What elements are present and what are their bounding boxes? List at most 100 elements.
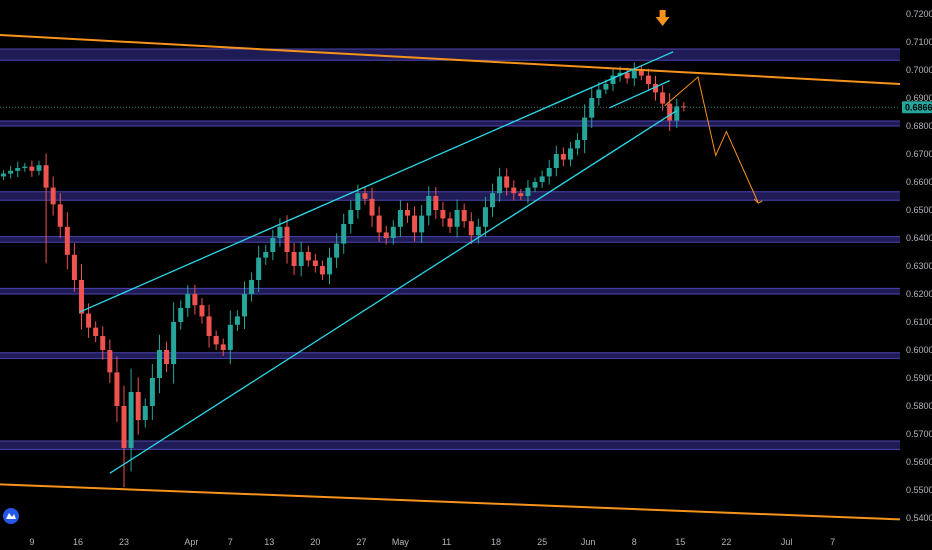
candle-body [440,210,446,219]
x-tick-label: 25 [537,537,547,547]
candle-body [539,176,545,182]
candle-body [681,106,687,108]
candle-body [603,84,609,90]
candle-body [589,98,595,118]
price-zone-0 [0,49,900,61]
candle-body [234,316,240,325]
channel-lower [109,110,678,474]
candle-body [412,215,418,233]
candle-body [241,294,247,317]
candle-body [312,260,318,266]
channel-upper [79,51,674,313]
candle-body [341,224,347,244]
candle-body [653,84,659,93]
candle-body [121,406,127,448]
down-arrow-icon [655,10,670,26]
current-price-badge: 0.68668 [902,101,932,114]
drawn-lines [0,10,901,521]
candle-body [454,210,460,227]
candle-body [504,176,510,188]
price-zone-6 [0,441,900,450]
candle-body [546,168,552,177]
candle-body [305,252,311,261]
candle-body [390,226,396,238]
candle-body [171,322,177,364]
x-tick-label: 16 [73,537,83,547]
candle-body [142,406,148,420]
candle-body [128,392,134,448]
x-tick-label: 20 [310,537,320,547]
candle-body [164,350,170,364]
x-tick-label: Apr [184,537,198,547]
candle-body [263,252,269,258]
candle-body [567,148,573,160]
candle-body [348,210,354,224]
candle-body [284,226,290,252]
candle-body [64,226,70,255]
time-axis[interactable]: 9 16 23 Apr 7 13 20 27 May 11 18 25 Jun 8 15 22 Jul 7 [29,537,835,547]
candle-body [355,193,361,210]
candle-body [490,193,496,208]
candle-body [497,176,503,194]
x-tick-label: Jun [581,537,596,547]
candle-body [107,350,113,373]
candle-body [29,166,35,171]
candle-body [660,92,666,104]
candle-body [518,193,524,196]
candle-body [447,218,453,227]
tradingview-logo-icon[interactable] [3,508,19,524]
candle-body [220,344,226,350]
candle-body [135,392,141,420]
x-tick-label: 23 [119,537,129,547]
candle-body [199,305,205,317]
candle-body [369,198,375,216]
candle-body [206,316,212,336]
x-tick-label: 9 [29,537,34,547]
candle-body [192,294,198,306]
candle-body [156,350,162,378]
candle-body [511,187,517,194]
upper-trendline [0,34,901,85]
x-tick-label: 15 [675,537,685,547]
support-resistance-zones [0,48,900,450]
price-zone-2 [0,191,900,201]
lower-trendline [0,483,901,521]
candle-body [36,165,42,171]
candle-body [426,196,432,216]
candlesticks [1,62,687,488]
x-tick-label: 7 [830,537,835,547]
x-tick-label: 11 [442,537,451,547]
candle-body [532,182,538,188]
projection-path [664,76,759,204]
candle-body [298,252,304,266]
x-tick-label: 13 [264,537,274,547]
candle-body [319,266,325,275]
flag-line [609,80,670,109]
price-zone-3 [0,236,900,243]
candle-body [575,140,581,149]
candle-body [433,196,439,210]
candle-body [362,193,368,199]
candle-body [1,173,7,177]
candle-body [560,154,566,160]
candle-body [645,75,651,84]
candle-body [638,70,644,76]
candle-body [482,207,488,227]
x-tick-label: Jul [781,537,793,547]
candle-body [553,154,559,168]
